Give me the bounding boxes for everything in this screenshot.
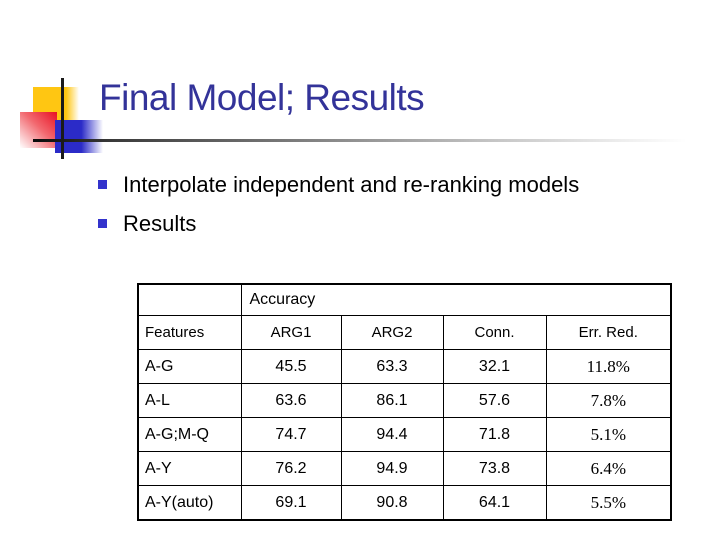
feature-cell: A-Y(auto) <box>137 485 242 521</box>
feature-cell: A-Y <box>137 451 242 486</box>
value-cell: 94.4 <box>340 417 444 452</box>
column-header: ARG2 <box>340 315 444 350</box>
value-cell: 57.6 <box>442 383 547 418</box>
value-cell: 86.1 <box>340 383 444 418</box>
value-cell: 7.8% <box>545 383 672 418</box>
value-cell: 76.2 <box>240 451 342 486</box>
results-table: Accuracy Features ARG1 ARG2 Conn. Err. R… <box>137 283 673 521</box>
bullet-square-icon <box>98 219 107 228</box>
bullet-text: Interpolate independent and re-ranking m… <box>123 172 580 197</box>
feature-cell: A-G;M-Q <box>137 417 242 452</box>
decor-vertical-line <box>61 78 64 159</box>
value-cell: 64.1 <box>442 485 547 521</box>
feature-cell: A-L <box>137 383 242 418</box>
page-title: Final Model; Results <box>99 77 425 118</box>
table-row: A-G 45.5 63.3 32.1 11.8% <box>137 349 672 384</box>
bullet-square-icon <box>98 180 107 189</box>
bullet-text: Results <box>123 211 197 236</box>
table-row: A-L 63.6 86.1 57.6 7.8% <box>137 383 672 418</box>
value-cell: 6.4% <box>545 451 672 486</box>
value-cell: 74.7 <box>240 417 342 452</box>
column-header: Conn. <box>442 315 547 350</box>
table-row: A-Y(auto) 69.1 90.8 64.1 5.5% <box>137 485 672 521</box>
value-cell: 63.3 <box>340 349 444 384</box>
table-header-row: Features ARG1 ARG2 Conn. Err. Red. <box>137 315 672 350</box>
value-cell: 69.1 <box>240 485 342 521</box>
feature-cell: A-G <box>137 349 242 384</box>
column-header: Err. Red. <box>545 315 672 350</box>
bullet-list: Interpolate independent and re-ranking m… <box>98 166 618 244</box>
table-row: A-Y 76.2 94.9 73.8 6.4% <box>137 451 672 486</box>
table-group-header-row: Accuracy <box>137 283 672 316</box>
column-header: Features <box>137 315 242 350</box>
title-divider-line <box>33 139 700 142</box>
bullet-item: Results <box>98 205 618 242</box>
value-cell: 5.1% <box>545 417 672 452</box>
table-corner-cell <box>137 283 242 316</box>
table-group-header: Accuracy <box>240 283 672 316</box>
bullet-item: Interpolate independent and re-ranking m… <box>98 166 618 203</box>
value-cell: 11.8% <box>545 349 672 384</box>
value-cell: 73.8 <box>442 451 547 486</box>
value-cell: 32.1 <box>442 349 547 384</box>
column-header: ARG1 <box>240 315 342 350</box>
decor-red-square <box>20 112 57 148</box>
value-cell: 63.6 <box>240 383 342 418</box>
value-cell: 71.8 <box>442 417 547 452</box>
table-row: A-G;M-Q 74.7 94.4 71.8 5.1% <box>137 417 672 452</box>
value-cell: 45.5 <box>240 349 342 384</box>
value-cell: 94.9 <box>340 451 444 486</box>
value-cell: 5.5% <box>545 485 672 521</box>
value-cell: 90.8 <box>340 485 444 521</box>
